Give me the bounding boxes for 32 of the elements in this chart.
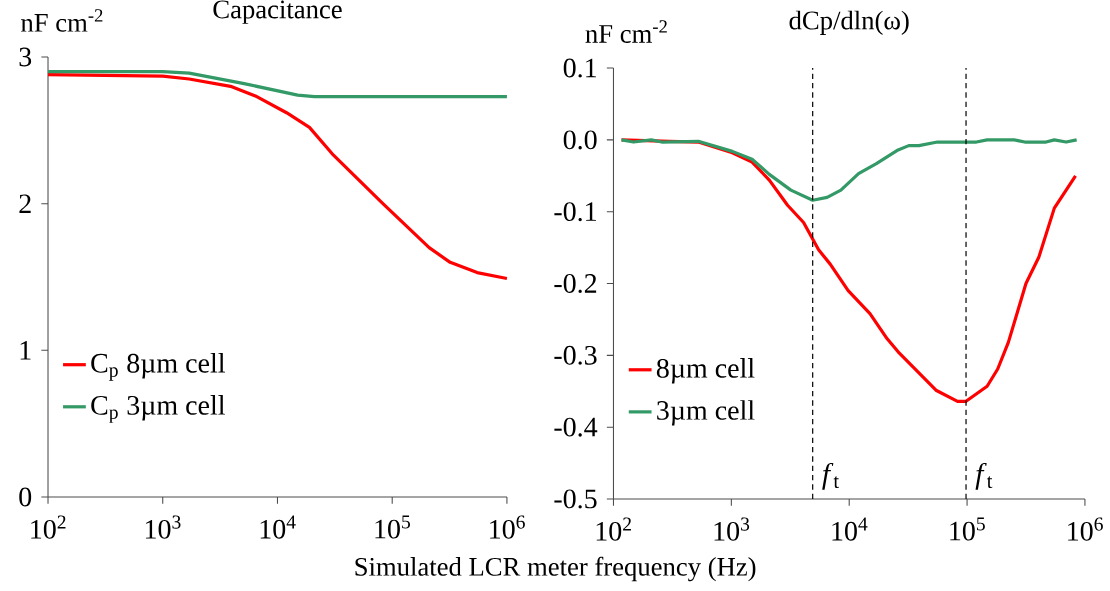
x-tick-label: 10$^{5}$ <box>375 515 410 539</box>
x-tick-label: 10$^{2}$ <box>31 515 66 539</box>
y-tick-label: 0 <box>19 487 32 507</box>
y-tick-label: -0.2 <box>554 274 597 294</box>
x-tick-label: 10$^{3}$ <box>714 517 750 541</box>
chart-title: dCp/dln(ω) <box>789 10 909 35</box>
x-tick-label: 10$^{5}$ <box>950 517 985 541</box>
chart-title: Capacitance <box>213 0 342 24</box>
legend-label: 8µm cell <box>656 358 755 384</box>
y-axis-title: nF cm$^{-2}$ <box>21 9 103 32</box>
y-tick-label: 3 <box>19 47 32 67</box>
y-tick-label: 1 <box>20 341 31 360</box>
x-tick-label: 10$^{3}$ <box>145 515 181 539</box>
x-tick-label: 10$^{6}$ <box>1068 517 1103 541</box>
y-tick-label: -0.5 <box>554 489 597 509</box>
x-tick-label: 10$^{2}$ <box>596 517 631 541</box>
ref-line-label: f$_{t}$ <box>822 462 839 490</box>
y-tick-label: -0.3 <box>554 345 597 365</box>
y-tick-label: -0.1 <box>554 202 596 222</box>
x-tick-label: 10$^{6}$ <box>490 515 525 539</box>
legend-label: 3µm cell <box>657 400 755 426</box>
x-tick-label: 10$^{4}$ <box>832 517 868 541</box>
y-tick-label: 2 <box>19 194 31 213</box>
x-tick-label: 10$^{4}$ <box>260 515 296 539</box>
y-tick-label: 0.0 <box>563 130 597 150</box>
y-axis-title: nF cm$^{-2}$ <box>585 20 667 43</box>
legend-label: C$_{p}$ 8µm cell <box>91 352 225 381</box>
x-axis-title: Simulated LCR meter frequency (Hz) <box>355 556 756 582</box>
ref-line-label: f$_{t}$ <box>975 462 993 490</box>
y-tick-label: 0.1 <box>563 58 596 78</box>
legend-label: C$_{p}$ 3µm cell <box>91 395 225 423</box>
y-tick-label: -0.4 <box>554 417 598 437</box>
